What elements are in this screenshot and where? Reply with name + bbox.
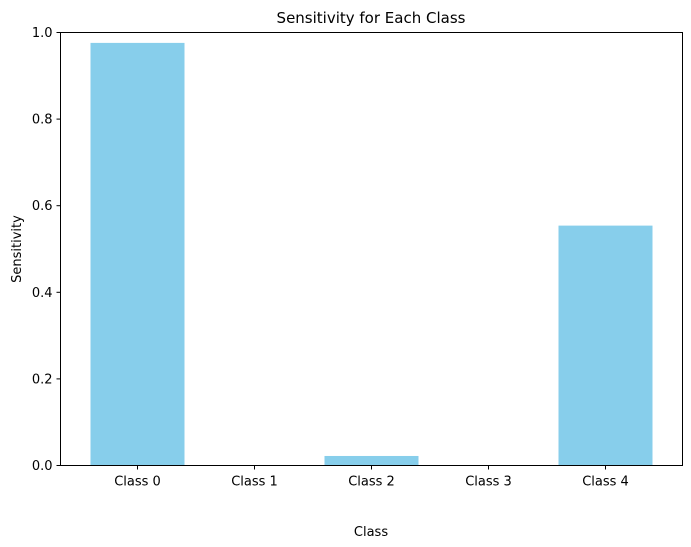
y-tick-label: 0.6 — [32, 199, 53, 214]
y-tick-label: 1.0 — [32, 26, 53, 41]
bar-class-4 — [558, 225, 653, 466]
x-tick-label: Class 4 — [582, 475, 629, 490]
plot-frame — [60, 32, 683, 466]
x-tick-label: Class 3 — [465, 475, 512, 490]
x-tick-label: Class 2 — [348, 475, 395, 490]
x-tick-label: Class 1 — [231, 475, 278, 490]
x-axis-label: Class — [354, 525, 388, 540]
bar-class-0 — [90, 42, 185, 466]
y-tick-label: 0.4 — [32, 286, 53, 301]
x-axis: Class 0 Class 1 Class 2 Class 3 Class 4 — [114, 465, 629, 490]
y-tick-label: 0.2 — [32, 372, 53, 387]
y-axis: 0.0 0.2 0.4 0.6 0.8 1.0 — [32, 26, 61, 474]
y-tick-label: 0.0 — [32, 459, 53, 474]
x-tick-label: Class 0 — [114, 475, 161, 490]
bars-group — [90, 42, 653, 466]
y-axis-label: Sensitivity — [10, 215, 25, 283]
y-tick-label: 0.8 — [32, 113, 53, 128]
bar-class-2 — [324, 455, 419, 466]
chart-title: Sensitivity for Each Class — [277, 9, 466, 27]
